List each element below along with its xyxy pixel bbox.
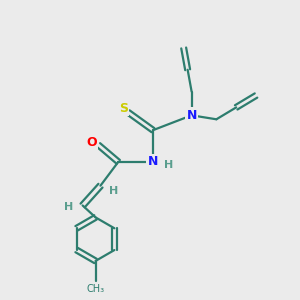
Text: N: N [186, 109, 197, 122]
Text: H: H [64, 202, 74, 212]
Text: H: H [164, 160, 173, 170]
Text: CH₃: CH₃ [86, 284, 105, 294]
Text: S: S [119, 102, 128, 115]
Text: H: H [109, 186, 118, 196]
Text: N: N [148, 155, 158, 168]
Text: O: O [86, 136, 97, 148]
